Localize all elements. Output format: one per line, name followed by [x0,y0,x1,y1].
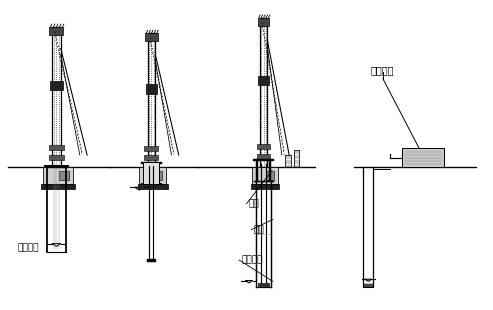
Bar [145,33,158,41]
Bar [52,27,61,167]
Text: 泥浆: 泥浆 [254,225,265,234]
Bar [42,167,73,184]
Bar [48,155,64,160]
Bar [251,184,279,189]
Bar [147,259,156,262]
Bar [266,171,274,180]
Bar [144,155,158,161]
Bar [145,84,157,94]
Bar [154,171,162,180]
Text: 护筒底端: 护筒底端 [17,243,39,252]
Bar [147,33,155,167]
Bar [294,150,299,167]
Bar [260,18,267,167]
Bar [252,167,278,184]
Bar [257,144,270,149]
Bar [139,167,167,184]
Bar [258,18,269,26]
Bar [258,76,269,85]
Bar [49,27,64,35]
Bar [144,146,158,151]
Bar [402,148,444,167]
Bar [48,145,64,150]
Text: 除砂设备: 除砂设备 [371,65,394,75]
Bar [50,81,63,90]
Bar [258,283,269,287]
Bar [364,284,373,287]
Bar [143,163,159,184]
Bar [41,184,75,189]
Bar [60,171,69,180]
Bar [285,155,291,167]
Text: 护筒: 护筒 [249,199,260,208]
Bar [257,154,270,160]
Text: 设计深度: 设计深度 [242,255,263,264]
Bar [138,184,168,189]
